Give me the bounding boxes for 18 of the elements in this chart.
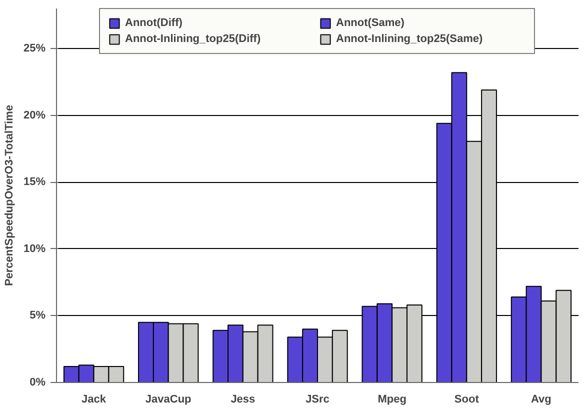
x-tick-label: Mpeg	[378, 394, 406, 406]
legend-label: Annot(Diff)	[125, 17, 184, 29]
y-tick-label: 15%	[23, 176, 46, 188]
y-tick-label: 5%	[30, 310, 46, 322]
legend-label: Annot-Inlining_top25(Diff)	[125, 33, 262, 45]
x-tick-label: JavaCup	[145, 394, 192, 406]
x-tick-label: Jess	[230, 394, 256, 406]
y-tick-label: 25%	[23, 42, 46, 55]
x-tick-label: JSrc	[306, 394, 330, 406]
x-tick-label: Avg	[531, 394, 552, 406]
y-tick-label: 0%	[30, 376, 46, 388]
x-tick-label: Jack	[82, 394, 107, 406]
legend-label: Annot-Inlining_top25(Same)	[336, 33, 484, 45]
x-tick-label: Soot	[454, 394, 480, 406]
y-tick-label: 20%	[23, 109, 46, 122]
y-axis-title: PercentSpeedupOverO3-TotalTime	[3, 104, 16, 286]
y-tick-label: 10%	[23, 242, 46, 255]
legend-label: Annot(Same)	[336, 17, 406, 29]
